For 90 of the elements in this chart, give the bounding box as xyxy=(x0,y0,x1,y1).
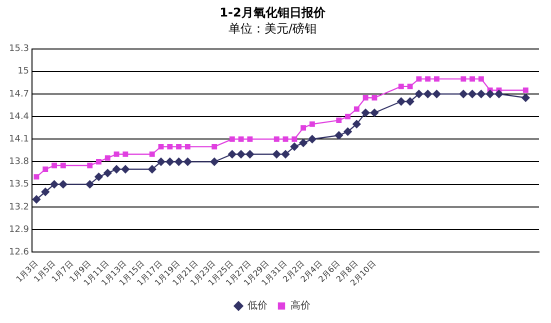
point xyxy=(274,136,280,142)
y-tick-label: 12.6 xyxy=(8,247,30,258)
chart-title: 1-2月氧化钼日报价 xyxy=(220,5,326,20)
point xyxy=(424,90,432,98)
point xyxy=(299,138,308,148)
y-tick-label: 14.4 xyxy=(8,112,30,122)
point xyxy=(522,87,528,93)
point xyxy=(434,76,440,82)
point xyxy=(236,150,246,158)
point xyxy=(41,188,50,196)
point xyxy=(345,114,350,120)
point xyxy=(282,136,288,142)
y-tick-label: 15 xyxy=(18,66,30,77)
point xyxy=(308,135,316,144)
point xyxy=(60,162,66,168)
point xyxy=(32,195,41,204)
point xyxy=(247,136,253,142)
point xyxy=(149,151,155,157)
point xyxy=(334,131,343,140)
point xyxy=(292,136,298,142)
point xyxy=(96,159,102,164)
point xyxy=(361,108,370,117)
point xyxy=(272,150,281,158)
point xyxy=(370,108,379,117)
point xyxy=(425,76,431,82)
chart-subtitle: 单位：美元/磅钼 xyxy=(228,22,317,36)
point xyxy=(42,166,48,172)
y-tick-label: 15.3 xyxy=(8,44,30,54)
point xyxy=(104,155,110,161)
y-tick-label: 14.1 xyxy=(8,134,30,144)
point xyxy=(478,76,484,82)
y-tick-label: 13.8 xyxy=(8,157,30,168)
point xyxy=(362,95,368,100)
point xyxy=(281,150,290,158)
point xyxy=(184,144,190,150)
point xyxy=(210,158,218,166)
point xyxy=(406,97,414,106)
point xyxy=(104,168,112,178)
point xyxy=(87,162,93,168)
point xyxy=(246,150,254,158)
legend-label: 高价 xyxy=(290,300,310,312)
point xyxy=(167,144,173,150)
point xyxy=(122,151,128,157)
point xyxy=(228,150,236,158)
point xyxy=(344,128,352,136)
point xyxy=(477,90,486,98)
y-tick-label: 13.5 xyxy=(8,180,30,190)
point xyxy=(174,158,183,166)
point xyxy=(459,90,468,98)
point xyxy=(522,94,530,102)
point xyxy=(397,97,406,106)
point xyxy=(114,151,120,157)
point xyxy=(94,172,103,181)
point xyxy=(352,120,361,128)
point xyxy=(309,121,315,127)
point xyxy=(414,90,424,98)
point xyxy=(407,84,413,90)
y-tick-label: 12.9 xyxy=(8,224,30,235)
point xyxy=(50,180,58,188)
point xyxy=(52,162,57,168)
point xyxy=(494,90,504,98)
point xyxy=(229,136,235,142)
point xyxy=(156,158,166,166)
y-tick-label: 14.7 xyxy=(8,89,30,100)
point xyxy=(416,76,422,82)
point xyxy=(486,90,494,98)
point xyxy=(34,174,40,180)
point xyxy=(336,118,342,124)
point xyxy=(166,158,174,166)
point xyxy=(460,76,466,82)
point xyxy=(158,144,164,150)
point xyxy=(290,142,299,151)
point xyxy=(398,84,404,90)
point xyxy=(176,144,182,150)
point xyxy=(470,76,476,82)
point xyxy=(354,106,360,112)
point xyxy=(432,90,441,98)
point xyxy=(300,125,306,131)
point xyxy=(86,180,94,188)
point xyxy=(238,136,244,142)
point xyxy=(148,165,156,174)
point xyxy=(468,90,476,98)
point xyxy=(121,165,130,174)
point xyxy=(59,180,68,188)
legend-label: 低价 xyxy=(248,300,268,312)
y-tick-label: 13.2 xyxy=(8,202,30,212)
point xyxy=(112,165,121,174)
point xyxy=(372,95,378,100)
point xyxy=(184,158,192,166)
point xyxy=(212,144,218,150)
